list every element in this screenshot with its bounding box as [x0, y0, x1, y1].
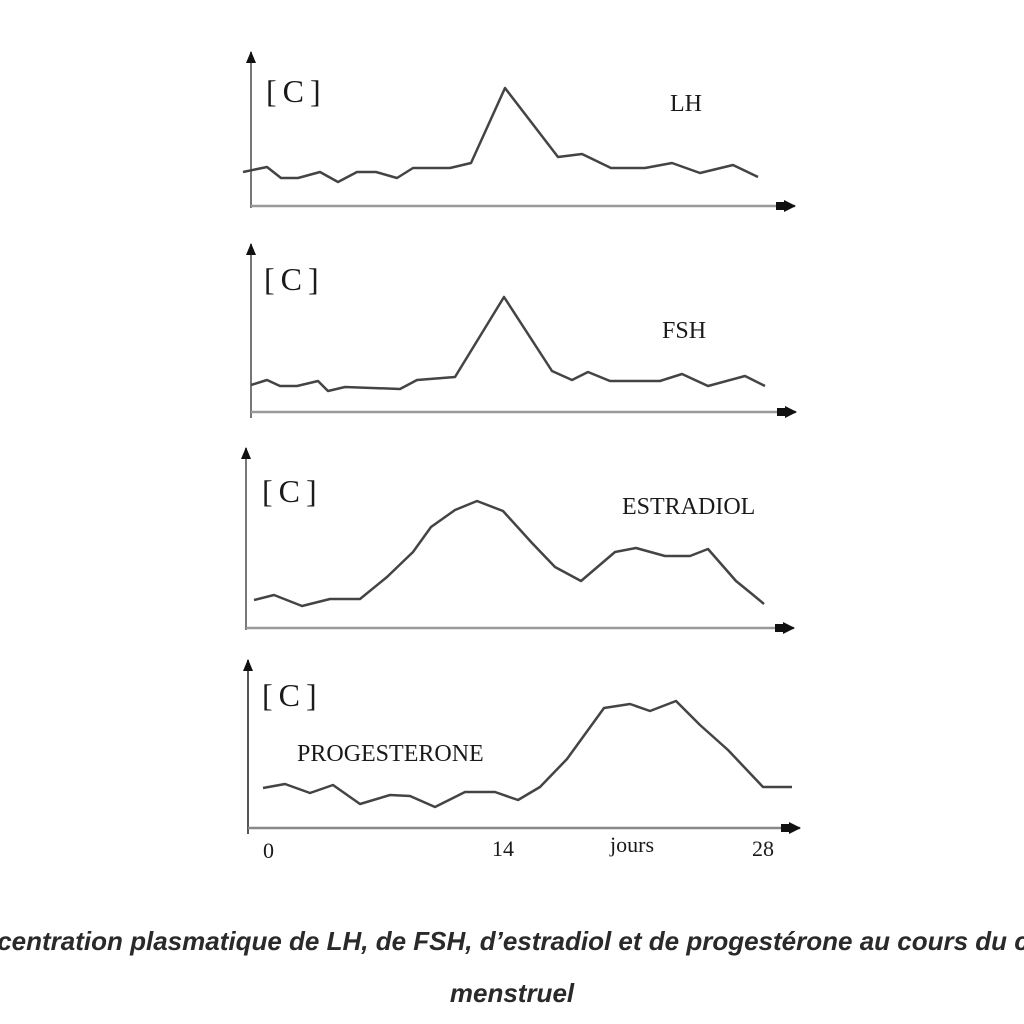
x-tick-28: 28	[752, 836, 774, 861]
panel-estradiol: [C] ESTRADIOL	[241, 447, 795, 634]
series-label-lh: LH	[670, 91, 702, 117]
series-label-fsh: FSH	[662, 318, 706, 344]
y-axis-label: [C]	[262, 677, 323, 713]
figure-caption-line-2: menstruel	[449, 978, 575, 1008]
panel-lh: [C] LH	[242, 51, 796, 212]
y-axis-label: [C]	[264, 261, 325, 297]
y-axis-label: [C]	[266, 73, 327, 109]
figure-caption-line-1: Concentration plasmatique de LH, de FSH,…	[0, 926, 1024, 956]
y-axis-label: [C]	[262, 473, 323, 509]
estradiol-curve	[253, 499, 765, 608]
x-tick-0: 0	[263, 838, 274, 863]
fsh-curve	[250, 295, 766, 393]
series-label-progesterone: PROGESTERONE	[297, 741, 484, 767]
progesterone-curve	[262, 699, 792, 809]
lh-curve	[242, 86, 759, 184]
panel-fsh: [C] FSH	[246, 243, 797, 418]
panel-progesterone: [C] PROGESTERONE 0 14 jours 28	[243, 659, 801, 863]
series-label-estradiol: ESTRADIOL	[622, 494, 755, 520]
x-tick-14: 14	[492, 836, 514, 861]
x-axis-label: jours	[609, 832, 654, 857]
